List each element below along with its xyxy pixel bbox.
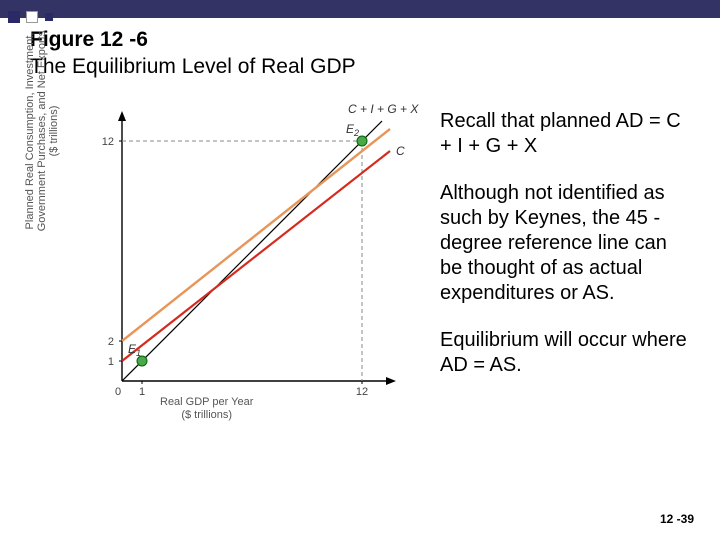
x-tick-0: 0: [115, 386, 121, 398]
line-label-c: C: [396, 144, 405, 158]
line-label-cigx: C + I + G + X: [348, 102, 419, 116]
equilibrium-chart: 12 2 1 0 1 12 C C + I + G + X E1 E2: [30, 101, 410, 431]
slide-content: Figure 12 -6 The Equilibrium Level of Re…: [0, 18, 720, 431]
point-label-e1: E1: [128, 342, 141, 358]
y-tick-1: 1: [108, 356, 114, 368]
paragraph-3: Equilibrium will occur where AD = AS.: [440, 328, 690, 378]
y-tick-12: 12: [102, 136, 114, 148]
chart-svg: 12 2 1 0 1 12 C C + I + G + X E1 E2: [30, 101, 430, 431]
main-row: 12 2 1 0 1 12 C C + I + G + X E1 E2: [30, 101, 690, 431]
explanation-text: Recall that planned AD = C + I + G + X A…: [410, 101, 690, 431]
x-axis-label: Real GDP per Year ($ trillions): [160, 396, 253, 422]
point-label-e2: E2: [346, 122, 359, 138]
paragraph-2: Although not identified as such by Keyne…: [440, 181, 690, 306]
paragraph-1: Recall that planned AD = C + I + G + X: [440, 109, 690, 159]
x-tick-1: 1: [139, 386, 145, 398]
y-tick-2: 2: [108, 336, 114, 348]
slide-top-bar: [0, 0, 720, 18]
figure-heading: Figure 12 -6 The Equilibrium Level of Re…: [30, 26, 690, 81]
figure-title: The Equilibrium Level of Real GDP: [30, 55, 356, 78]
square-icon: [8, 11, 20, 23]
page-number: 12 -39: [660, 512, 694, 526]
y-axis-label: Planned Real Consumption, Investment, Go…: [24, 11, 60, 251]
x-tick-12: 12: [356, 386, 368, 398]
